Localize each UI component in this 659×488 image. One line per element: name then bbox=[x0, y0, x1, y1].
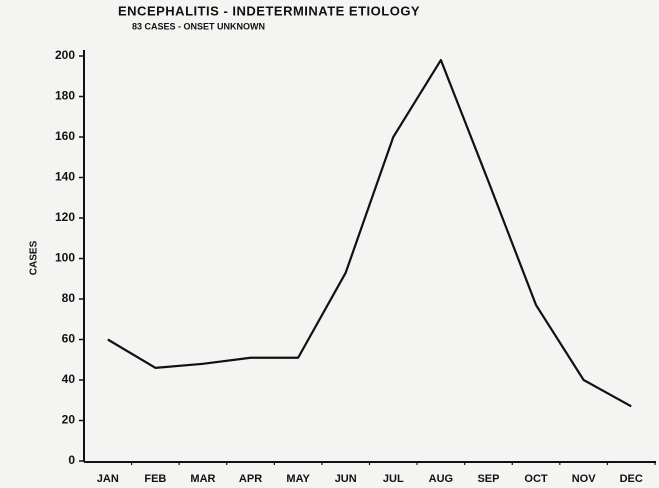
y-tick-label: 140 bbox=[55, 170, 75, 184]
y-tick-label: 100 bbox=[55, 251, 75, 265]
x-tick-label: FEB bbox=[144, 473, 166, 485]
y-tick-label: 80 bbox=[62, 291, 76, 305]
x-tick-label: DEC bbox=[620, 473, 643, 485]
x-tick-label: JUN bbox=[335, 473, 357, 485]
y-tick-label: 200 bbox=[55, 48, 75, 62]
chart-subtitle: 83 CASES - ONSET UNKNOWN bbox=[132, 21, 265, 31]
x-tick-label: JUL bbox=[383, 473, 404, 485]
x-tick-label: MAY bbox=[286, 473, 310, 485]
x-tick-label: JAN bbox=[97, 473, 119, 485]
data-line bbox=[107, 58, 632, 408]
x-tick-label: OCT bbox=[524, 473, 548, 485]
x-tick-label: MAR bbox=[190, 473, 215, 485]
x-tick-label: APR bbox=[239, 473, 262, 485]
y-tick-label: 60 bbox=[62, 332, 76, 346]
x-tick-label: AUG bbox=[429, 473, 453, 485]
y-tick-label: 180 bbox=[55, 89, 75, 103]
y-axis-label: CASES bbox=[29, 240, 40, 275]
y-tick-label: 20 bbox=[62, 413, 76, 427]
y-tick-label: 40 bbox=[62, 372, 76, 386]
y-tick-label: 120 bbox=[55, 210, 75, 224]
x-tick-label: SEP bbox=[477, 473, 499, 485]
y-tick-label: 160 bbox=[55, 129, 75, 143]
chart-title: ENCEPHALITIS - INDETERMINATE ETIOLOGY bbox=[118, 3, 420, 18]
y-tick-label: 0 bbox=[68, 453, 75, 467]
x-tick-label: NOV bbox=[572, 473, 597, 485]
